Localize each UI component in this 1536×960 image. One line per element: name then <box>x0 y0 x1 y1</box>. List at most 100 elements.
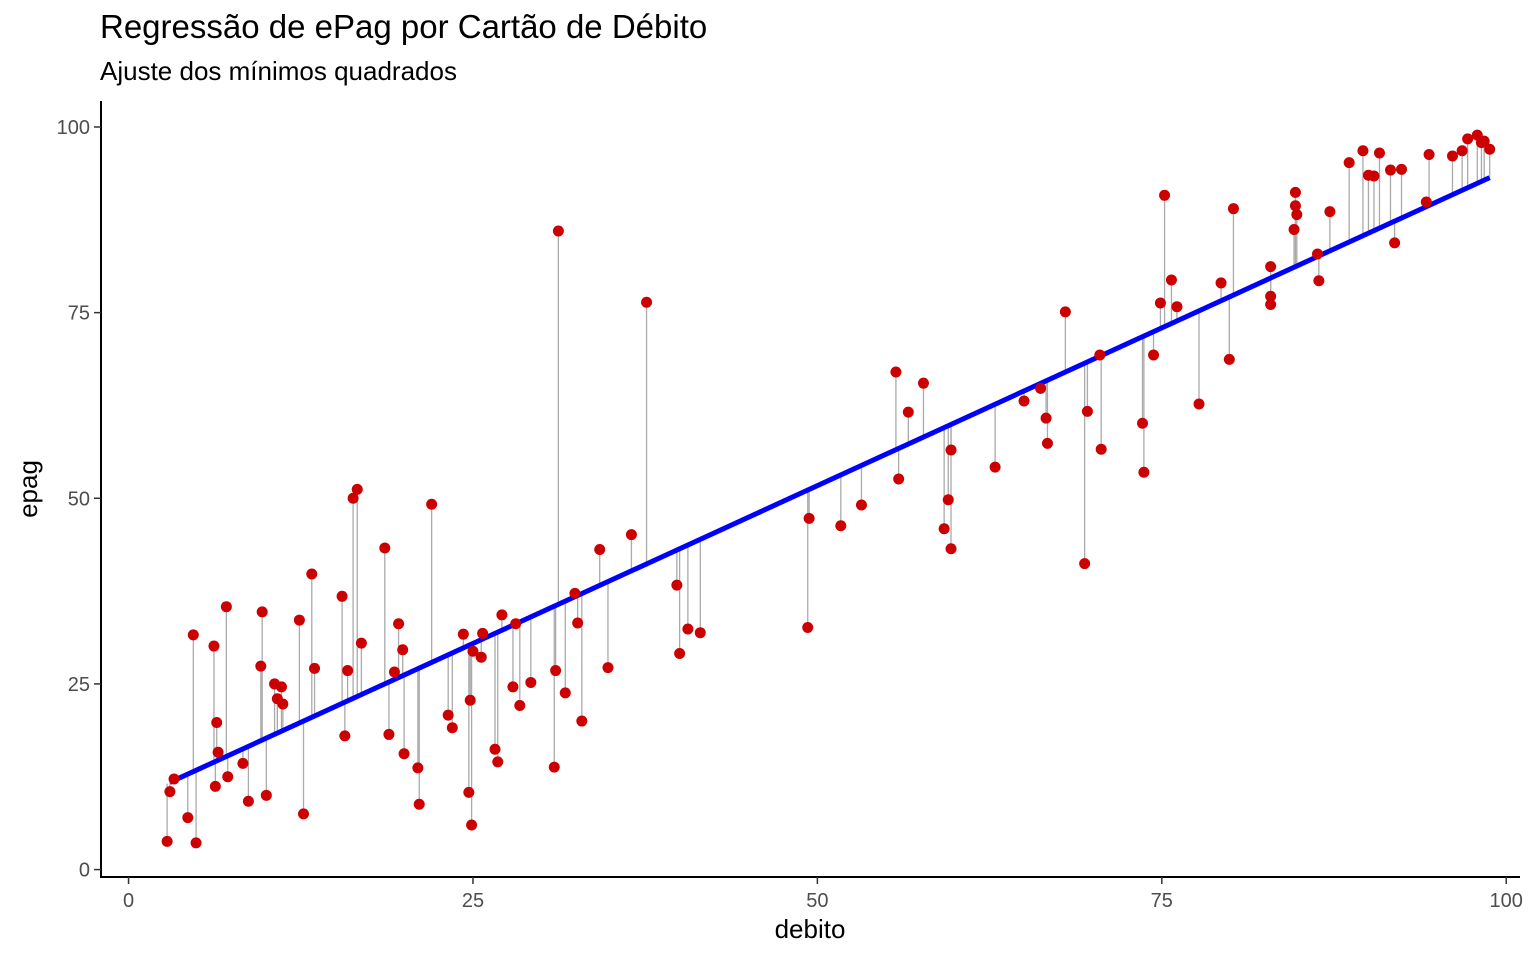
data-point <box>682 623 694 635</box>
data-point <box>803 512 815 524</box>
data-point <box>550 665 562 677</box>
data-point <box>336 590 348 602</box>
data-point <box>569 587 581 599</box>
data-point <box>342 665 354 677</box>
data-point <box>467 645 479 657</box>
data-point <box>242 795 254 807</box>
data-point <box>893 473 905 485</box>
data-point <box>412 762 424 774</box>
residual-lines <box>166 135 1491 843</box>
data-point <box>1095 443 1107 455</box>
data-point <box>510 618 522 630</box>
data-point <box>398 748 410 760</box>
data-point <box>602 662 614 674</box>
data-point <box>1035 382 1047 394</box>
y-tick-label: 75 <box>68 303 90 325</box>
data-point <box>222 771 234 783</box>
x-tick-label: 25 <box>462 890 484 912</box>
data-point <box>552 225 564 237</box>
data-point <box>190 837 202 849</box>
data-point <box>1059 306 1071 318</box>
data-point <box>388 666 400 678</box>
data-point <box>1389 237 1401 249</box>
data-point <box>168 773 180 785</box>
data-point <box>1288 223 1300 235</box>
data-point <box>1137 417 1149 429</box>
data-point <box>1265 261 1277 273</box>
data-point <box>463 786 475 798</box>
data-point <box>489 743 501 755</box>
x-tick-label: 50 <box>806 890 828 912</box>
data-point <box>1368 170 1380 182</box>
data-point <box>208 640 220 652</box>
data-point <box>1193 398 1205 410</box>
data-point <box>1289 200 1301 212</box>
y-tick-label: 25 <box>68 674 90 696</box>
data-point <box>1357 145 1369 157</box>
data-point <box>1227 203 1239 215</box>
data-point <box>671 579 683 591</box>
data-point <box>211 717 223 729</box>
data-point <box>457 628 469 640</box>
data-point <box>1154 297 1166 309</box>
data-point <box>514 699 526 711</box>
y-axis-ticks: 0 25 50 75 100 <box>57 117 101 882</box>
data-point <box>426 498 438 510</box>
data-point <box>442 709 454 721</box>
data-point <box>1289 186 1301 198</box>
data-point <box>855 499 867 511</box>
data-point <box>393 618 405 630</box>
data-point <box>890 366 902 378</box>
data-point <box>1478 135 1490 147</box>
data-point <box>1446 150 1458 162</box>
y-tick-label: 0 <box>79 860 90 882</box>
data-point <box>1311 248 1323 260</box>
data-point <box>339 730 351 742</box>
data-point <box>275 681 287 693</box>
regression-line <box>168 175 1491 785</box>
data-point <box>492 756 504 768</box>
x-axis-title: debito <box>775 914 846 944</box>
data-point <box>625 529 637 541</box>
data-point <box>1423 148 1435 160</box>
data-point <box>237 757 249 769</box>
data-point <box>1165 274 1177 286</box>
data-point <box>548 761 560 773</box>
data-point <box>572 617 584 629</box>
x-axis-ticks: 0 25 50 75 100 <box>123 877 1523 912</box>
data-point <box>256 606 268 618</box>
data-point <box>1313 275 1325 287</box>
data-point <box>220 601 232 613</box>
data-point <box>182 812 194 824</box>
data-point <box>945 444 957 456</box>
data-point <box>446 722 458 734</box>
data-point <box>255 660 267 672</box>
data-point <box>576 715 588 727</box>
data-point <box>1373 147 1385 159</box>
y-tick-label: 50 <box>68 488 90 510</box>
data-point <box>1384 164 1396 176</box>
chart-subtitle: Ajuste dos mínimos quadrados <box>100 56 457 86</box>
data-point <box>559 687 571 699</box>
data-point <box>1420 196 1432 208</box>
data-point <box>674 647 686 659</box>
data-point <box>164 786 176 798</box>
data-point <box>1223 353 1235 365</box>
data-point <box>902 406 914 418</box>
data-point <box>1291 209 1303 221</box>
data-point <box>1094 349 1106 361</box>
data-point <box>835 520 847 532</box>
data-points <box>161 129 1496 849</box>
data-point <box>1324 206 1336 218</box>
data-point <box>351 483 363 495</box>
data-point <box>496 609 508 621</box>
x-tick-label: 75 <box>1151 890 1173 912</box>
data-point <box>1171 301 1183 313</box>
data-point <box>989 461 1001 473</box>
data-point <box>1265 298 1277 310</box>
x-tick-label: 100 <box>1490 890 1523 912</box>
data-point <box>1396 163 1408 175</box>
data-point <box>942 494 954 506</box>
data-point <box>212 746 224 758</box>
